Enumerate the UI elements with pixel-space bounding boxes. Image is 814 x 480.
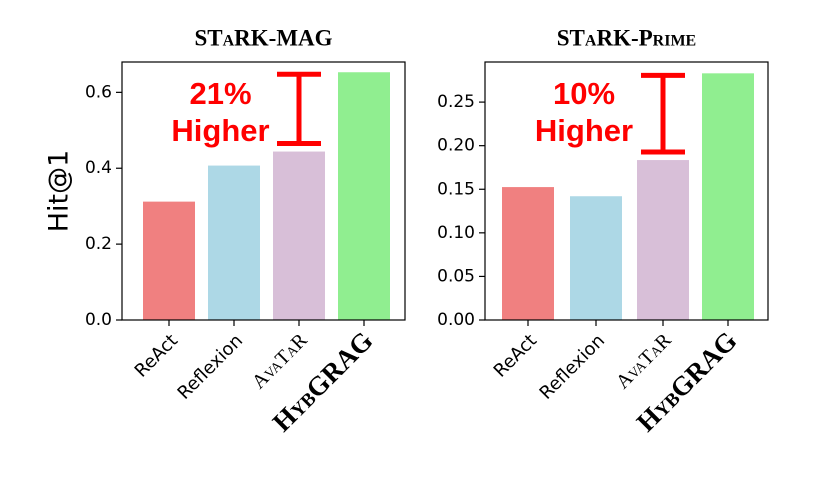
- chart-title: STaRK-Prime: [557, 25, 696, 50]
- y-tick-label: 0.6: [85, 82, 112, 102]
- y-tick-label: 0.0: [85, 310, 112, 330]
- annotation: 10%: [553, 76, 615, 111]
- difference-bracket: [641, 72, 685, 155]
- bar: [702, 73, 754, 320]
- bar: [208, 165, 260, 320]
- annotation: 21%: [189, 76, 251, 111]
- bar: [637, 160, 689, 320]
- annotation: Higher: [535, 113, 633, 148]
- y-tick-label: 0.2: [85, 234, 112, 254]
- y-tick-label: 0.10: [437, 223, 475, 243]
- y-tick-label: 0.4: [85, 158, 112, 178]
- bar: [502, 187, 554, 320]
- x-tick-label: Reflexion: [174, 330, 248, 404]
- x-tick-label: ReAct: [490, 330, 541, 381]
- plot-frame: [484, 61, 769, 321]
- bar: [570, 196, 622, 320]
- difference-bracket: [277, 71, 321, 147]
- y-axis-label: Hit@1: [44, 150, 75, 233]
- bar: [338, 72, 390, 321]
- annotation: Higher: [171, 113, 269, 148]
- y-tick-label: 0.25: [437, 92, 475, 112]
- y-tick-label: 0.05: [437, 266, 475, 286]
- bar: [273, 151, 325, 320]
- chart-title: STaRK-MAG: [194, 25, 332, 50]
- y-tick-label: 0.20: [437, 136, 475, 156]
- y-tick-label: 0.15: [437, 179, 475, 199]
- plot-frame: [121, 61, 406, 321]
- x-tick-label: ReAct: [131, 330, 182, 381]
- bar: [143, 201, 195, 320]
- x-tick-label: Reflexion: [536, 330, 610, 404]
- y-tick-label: 0.00: [437, 310, 475, 330]
